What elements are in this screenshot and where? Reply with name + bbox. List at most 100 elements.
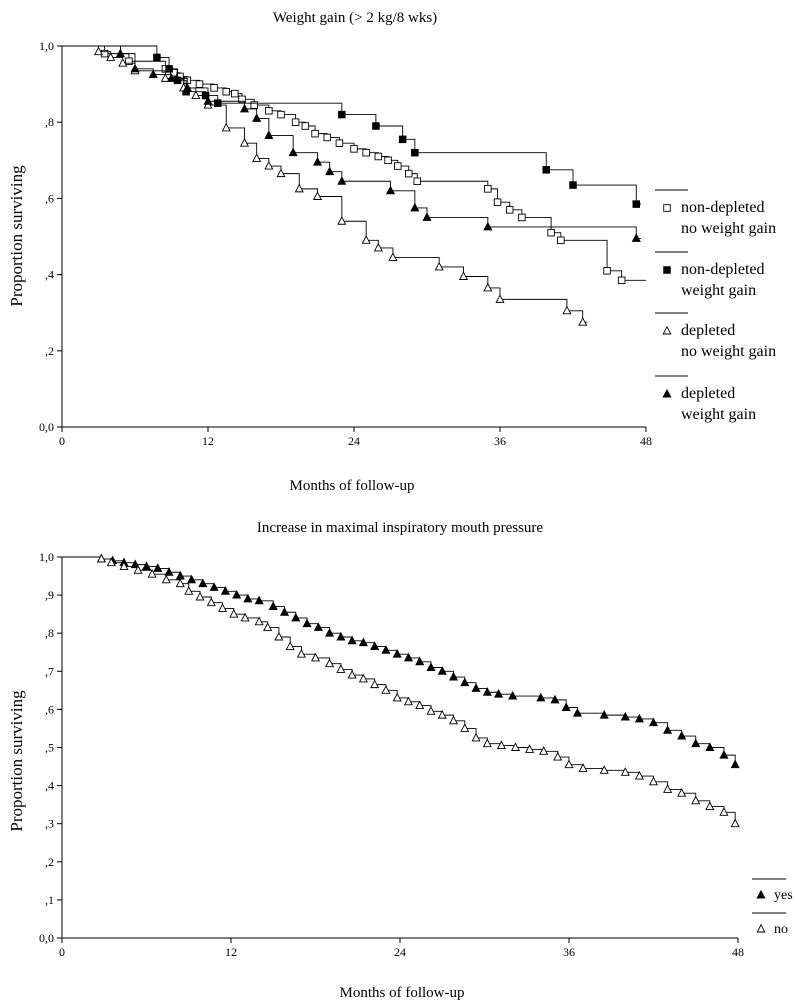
data-point bbox=[471, 732, 481, 742]
data-point bbox=[539, 746, 549, 755]
data-point bbox=[458, 271, 469, 280]
data-point bbox=[93, 46, 104, 56]
data-point bbox=[252, 153, 262, 162]
data-point bbox=[434, 261, 444, 271]
data-point bbox=[482, 738, 492, 748]
data-point bbox=[206, 597, 216, 607]
data-point bbox=[221, 122, 231, 132]
data-point bbox=[350, 145, 358, 153]
legend-marker bbox=[662, 325, 672, 335]
data-point bbox=[311, 129, 319, 138]
data-point bbox=[302, 618, 312, 628]
data-point bbox=[291, 612, 301, 622]
legend-entry: non-depleted no weight gain bbox=[655, 189, 776, 237]
axes: 0,0 ,2 ,4 ,6 ,8 1,0 0 12 24 36 48 bbox=[39, 39, 652, 448]
legend-entry: depleted weight gain bbox=[655, 375, 756, 423]
y-tick-label: ,6 bbox=[45, 702, 54, 716]
data-point bbox=[374, 152, 383, 161]
data-point bbox=[392, 648, 402, 658]
data-point bbox=[161, 574, 171, 584]
data-point bbox=[394, 162, 402, 170]
x-tick-label: 24 bbox=[348, 434, 360, 448]
data-point bbox=[578, 763, 588, 772]
legend-label: non-depleted bbox=[681, 199, 765, 216]
data-point bbox=[265, 107, 273, 115]
data-point bbox=[291, 118, 300, 126]
data-point bbox=[209, 582, 219, 591]
data-point bbox=[184, 586, 194, 595]
data-point bbox=[572, 708, 582, 717]
data-point bbox=[415, 700, 425, 710]
data-point bbox=[325, 628, 335, 637]
y-tick-label: ,7 bbox=[45, 664, 54, 678]
data-point bbox=[505, 206, 514, 214]
data-point bbox=[496, 740, 506, 750]
data-point bbox=[599, 765, 609, 774]
data-point bbox=[617, 276, 626, 285]
x-tick-label: 12 bbox=[225, 945, 237, 959]
data-point bbox=[118, 57, 128, 67]
data-point bbox=[301, 122, 310, 130]
data-point bbox=[153, 563, 163, 572]
data-point bbox=[510, 742, 521, 751]
data-point bbox=[254, 616, 264, 626]
data-point bbox=[106, 52, 116, 61]
data-point bbox=[484, 185, 492, 193]
y-tick-label: ,3 bbox=[45, 817, 54, 831]
data-point bbox=[337, 216, 347, 225]
series-2 bbox=[62, 553, 740, 828]
legend-label: weight gain bbox=[681, 406, 756, 423]
data-point bbox=[147, 568, 157, 578]
y-tick-label: ,2 bbox=[45, 855, 54, 869]
data-point bbox=[119, 561, 129, 570]
data-point bbox=[422, 212, 432, 221]
axes: 0,0 ,1 ,2 ,3 ,4 ,5 ,6 ,7 ,8 ,9 1,0 0 12 24 36 48 bbox=[39, 550, 744, 959]
data-point bbox=[243, 593, 253, 603]
x-tick-label: 24 bbox=[394, 945, 406, 959]
data-point bbox=[411, 148, 419, 157]
y-tick-label: ,6 bbox=[45, 191, 54, 205]
data-point bbox=[336, 664, 346, 673]
data-point bbox=[483, 221, 493, 231]
data-point bbox=[198, 578, 208, 588]
data-point bbox=[182, 82, 192, 92]
data-point bbox=[518, 213, 526, 222]
legend: non-depleted no weight gain non-depleted we… bbox=[655, 189, 776, 423]
data-point bbox=[294, 183, 304, 193]
data-point bbox=[310, 652, 321, 662]
data-point bbox=[279, 607, 290, 616]
legend-marker bbox=[663, 204, 671, 212]
data-point bbox=[166, 73, 177, 82]
data-point bbox=[296, 648, 306, 658]
x-tick-label: 36 bbox=[494, 434, 506, 448]
data-point bbox=[133, 565, 143, 574]
data-point bbox=[362, 148, 370, 157]
data-point bbox=[373, 242, 383, 252]
data-point bbox=[663, 725, 673, 734]
data-point bbox=[238, 95, 246, 104]
y-tick-label: ,8 bbox=[45, 115, 54, 129]
data-point bbox=[160, 73, 170, 82]
series-3 bbox=[62, 45, 588, 326]
legend-label: depleted bbox=[681, 385, 735, 402]
data-point bbox=[175, 578, 185, 588]
data-point bbox=[358, 637, 368, 647]
data-point bbox=[222, 87, 230, 96]
data-point bbox=[719, 807, 729, 816]
data-point bbox=[437, 666, 447, 675]
data-point bbox=[370, 679, 380, 689]
series-2 bbox=[62, 45, 642, 208]
data-point bbox=[483, 282, 493, 292]
x-axis-label: Months of follow-up bbox=[290, 478, 415, 494]
data-point bbox=[448, 671, 459, 681]
data-point bbox=[561, 702, 571, 711]
data-point bbox=[232, 589, 242, 599]
data-point bbox=[536, 692, 546, 702]
data-point bbox=[372, 122, 380, 130]
data-point bbox=[634, 713, 644, 723]
data-point bbox=[494, 688, 504, 698]
data-point bbox=[323, 133, 331, 142]
data-point bbox=[276, 168, 286, 178]
data-point bbox=[191, 90, 201, 99]
